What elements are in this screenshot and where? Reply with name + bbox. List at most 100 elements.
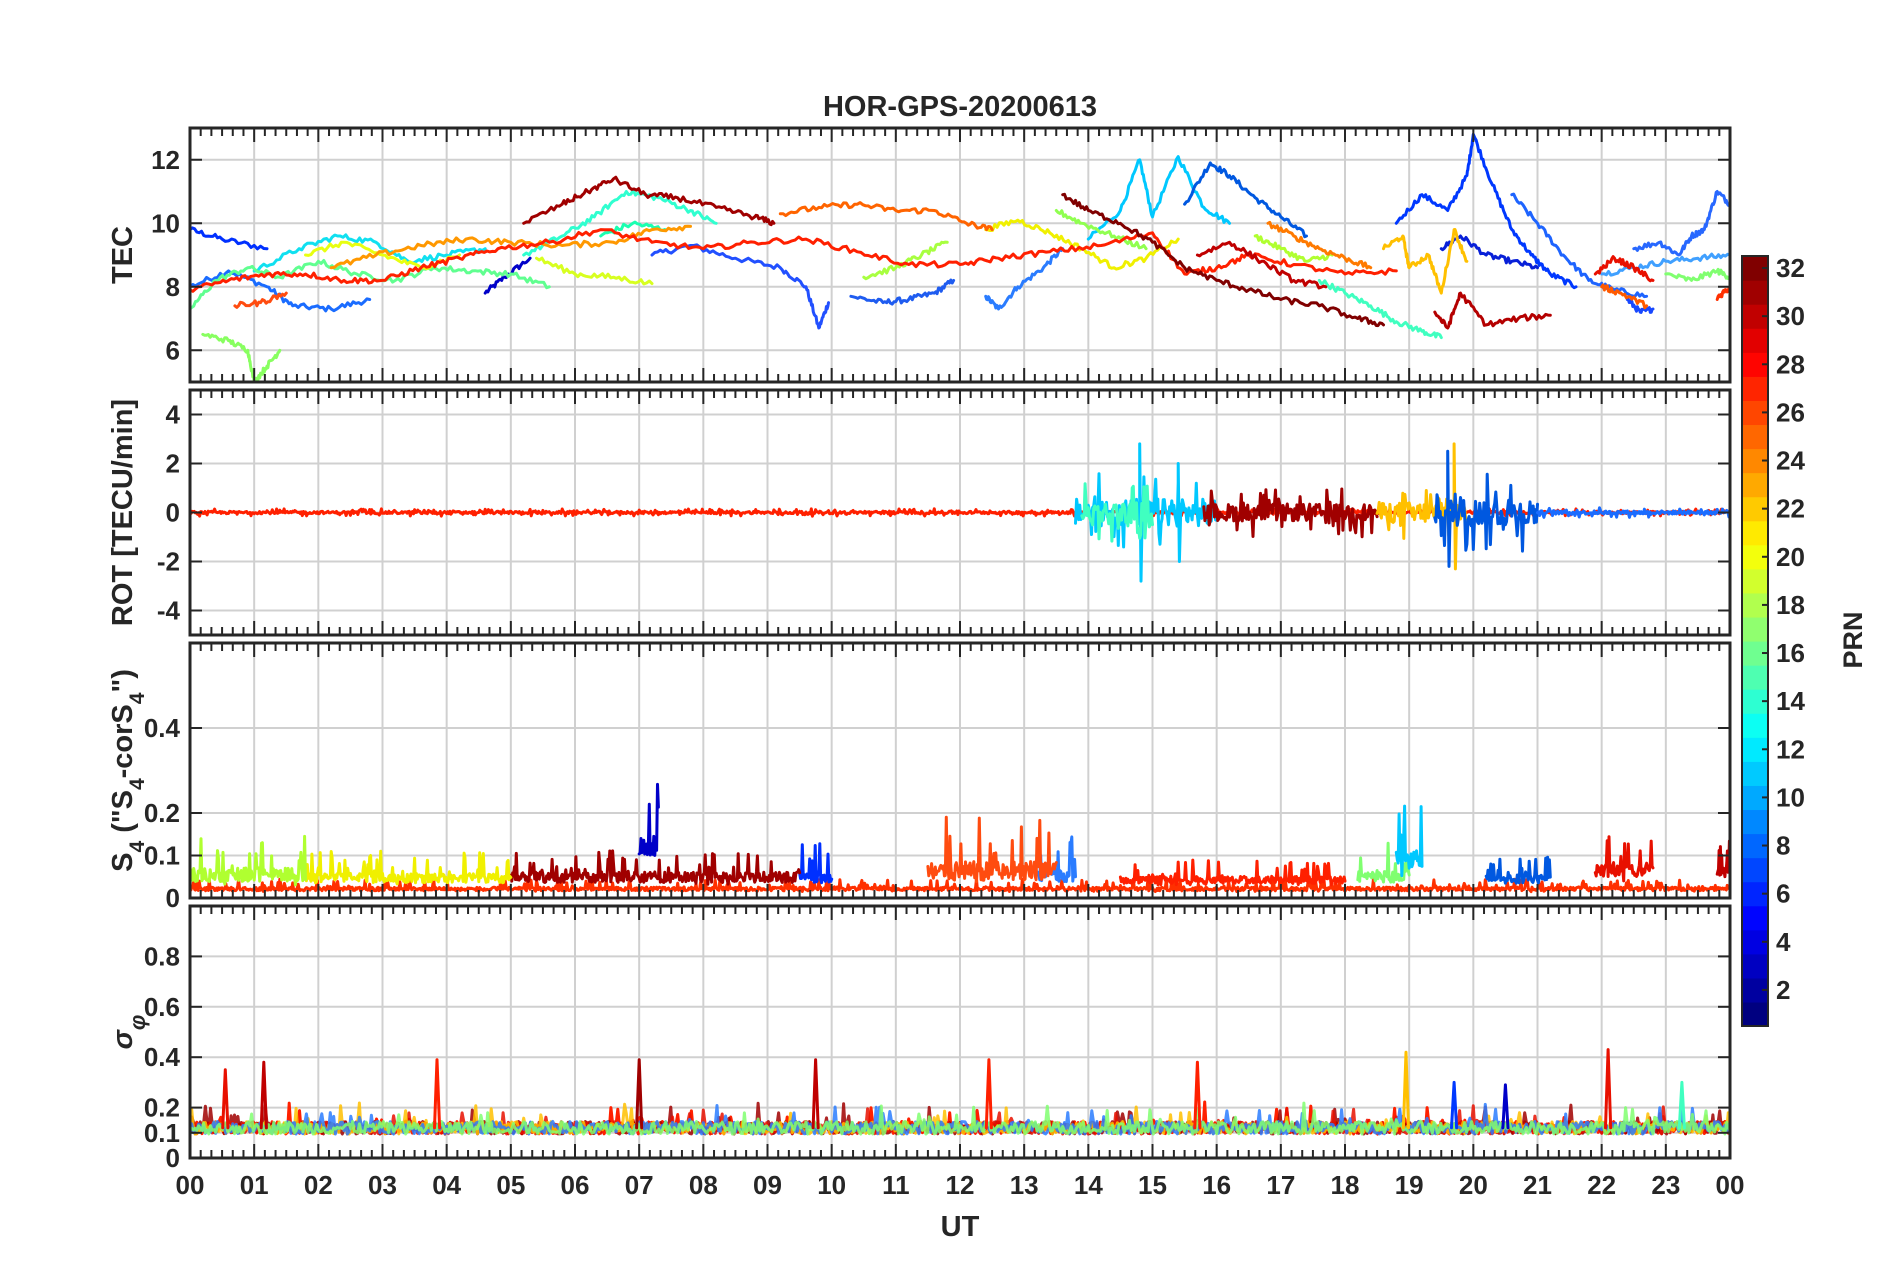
tec-series-prn-25 <box>1600 283 1649 310</box>
tec-series-prn-10 <box>984 247 1065 311</box>
tec-series-prn-8 <box>849 278 956 306</box>
sigma-spike <box>984 1058 993 1130</box>
sigma-series <box>190 1101 1730 1136</box>
sigma-spike <box>635 1058 644 1130</box>
panel-s4: 0 0.1 0.2 0.4S4 ("S4-corS4") <box>107 641 1732 913</box>
y-axis-label-rot: ROT [TECU/min] <box>107 399 139 626</box>
x-tick-label: 18 <box>1331 1170 1360 1200</box>
colorbar-tick-label: 20 <box>1776 542 1805 572</box>
x-tick-label: 09 <box>753 1170 782 1200</box>
sigma-spike <box>1193 1060 1202 1130</box>
y-axis-label-s4: S4 ("S4-corS4") <box>107 669 149 872</box>
tec-series-prn-30 <box>1195 240 1328 290</box>
y-tick-label: -2 <box>157 547 180 577</box>
colorbar-tick-label: 8 <box>1776 831 1790 861</box>
x-tick-label: 13 <box>1010 1170 1039 1200</box>
tec-series-prn-3 <box>1394 132 1578 290</box>
tec-series-prn-25 <box>778 201 994 232</box>
tec-series-prn-4 <box>1183 161 1308 239</box>
tec-series-prn-14 <box>522 188 718 257</box>
y-tick-label: 0 <box>166 1143 180 1173</box>
x-tick-label: 00 <box>1716 1170 1745 1200</box>
colorbar-tick-label: 22 <box>1776 494 1805 524</box>
sigma-spike <box>1450 1080 1459 1130</box>
sigma-spike <box>433 1058 442 1130</box>
y-tick-label: 0.1 <box>144 1118 180 1148</box>
colorbar-segment <box>1742 472 1768 498</box>
y-tick-label: 0.4 <box>144 1042 181 1072</box>
tec-series-prn-30 <box>1433 291 1552 330</box>
colorbar-segment <box>1742 1001 1768 1027</box>
panel-rot: -4 -2 0 2 4 ROT [TECU/min] <box>107 388 1732 637</box>
x-tick-label: 08 <box>689 1170 718 1200</box>
x-tick-label: 01 <box>240 1170 269 1200</box>
colorbar-tick-label: 4 <box>1776 927 1791 957</box>
tec-series-prn-2 <box>483 256 532 295</box>
y-tick-label: 0.2 <box>144 1093 180 1123</box>
colorbar-tick-label: 6 <box>1776 879 1790 909</box>
colorbar-segment <box>1742 520 1768 546</box>
x-tick-label: 03 <box>368 1170 397 1200</box>
x-tick-label: 07 <box>625 1170 654 1200</box>
y-tick-label: 10 <box>151 208 180 238</box>
tec-series-prn-23 <box>329 224 692 270</box>
s4-series-prn-28 <box>1118 858 1347 887</box>
x-tick-label: 23 <box>1651 1170 1680 1200</box>
colorbar-segment <box>1742 713 1768 738</box>
x-tick-label: 20 <box>1459 1170 1488 1200</box>
tec-series-prn-24 <box>1266 220 1373 270</box>
x-tick-label: 11 <box>882 1170 910 1200</box>
tec-series-prn-5 <box>1439 234 1539 270</box>
tec-series-prn-27 <box>1715 285 1730 301</box>
colorbar-tick-label: 14 <box>1776 686 1805 716</box>
colorbar-segment <box>1742 857 1768 883</box>
rot-series-prn-31 <box>1202 487 1379 539</box>
s4-series-prn-26 <box>926 815 1058 884</box>
sigma-spike <box>1604 1048 1613 1130</box>
grid-tec <box>190 128 1730 382</box>
tec-series-prn-11 <box>1600 252 1730 277</box>
tec-series-prn-6 <box>1510 192 1649 299</box>
s4-series-prn-31 <box>509 849 802 886</box>
x-tick-label: 15 <box>1138 1170 1167 1200</box>
x-tick-label: 04 <box>432 1170 461 1200</box>
colorbar-tick-label: 10 <box>1776 782 1805 812</box>
x-axis-label: UT <box>941 1211 980 1243</box>
y-tick-label: 0.8 <box>144 941 180 971</box>
ticks-sigma_phi: 00.10.2 0.4 0.6 0.8 <box>144 906 1731 1173</box>
panel-tec: 6 8 10 12 TEC <box>107 126 1732 384</box>
sigma-spike <box>221 1068 230 1130</box>
s4-series-prn-29 <box>1593 835 1655 883</box>
y-tick-label: 8 <box>166 272 180 302</box>
x-tick-label: 22 <box>1587 1170 1616 1200</box>
y-tick-label: 6 <box>166 335 180 365</box>
sigma-spike <box>811 1058 820 1130</box>
x-tick-label: 06 <box>561 1170 590 1200</box>
y-tick-label: 0.1 <box>144 841 180 871</box>
tec-series-prn-17 <box>1664 267 1730 282</box>
tec-series-prn-32 <box>1061 192 1385 328</box>
tec-series-prn-16 <box>190 259 551 311</box>
x-tick-label: 17 <box>1266 1170 1295 1200</box>
y-tick-label: 0 <box>166 498 180 528</box>
colorbar-frame <box>1741 255 1769 1027</box>
series-sigma_phi <box>190 1048 1730 1136</box>
x-tick-label: 19 <box>1395 1170 1424 1200</box>
colorbar-tick-label: 28 <box>1776 349 1805 379</box>
y-tick-label: 4 <box>166 400 181 430</box>
ticks-rot: -4 -2 0 2 4 <box>157 390 1731 635</box>
colorbar-tick-label: 26 <box>1776 397 1805 427</box>
chart-title: HOR-GPS-20200613 <box>823 91 1097 123</box>
tec-series-prn-19 <box>535 256 654 286</box>
series-tec <box>190 132 1730 382</box>
rot-series-prn-4 <box>1433 449 1539 568</box>
colorbar-tick-label: 16 <box>1776 638 1805 668</box>
colorbar-tick-label: 24 <box>1776 446 1805 476</box>
x-tick-label: 14 <box>1074 1170 1103 1200</box>
tec-series-prn-6 <box>190 226 269 251</box>
x-tick-label: 02 <box>304 1170 333 1200</box>
y-tick-label: 0 <box>166 883 180 913</box>
y-tick-label: 2 <box>166 449 180 479</box>
colorbar-segment <box>1742 280 1768 305</box>
